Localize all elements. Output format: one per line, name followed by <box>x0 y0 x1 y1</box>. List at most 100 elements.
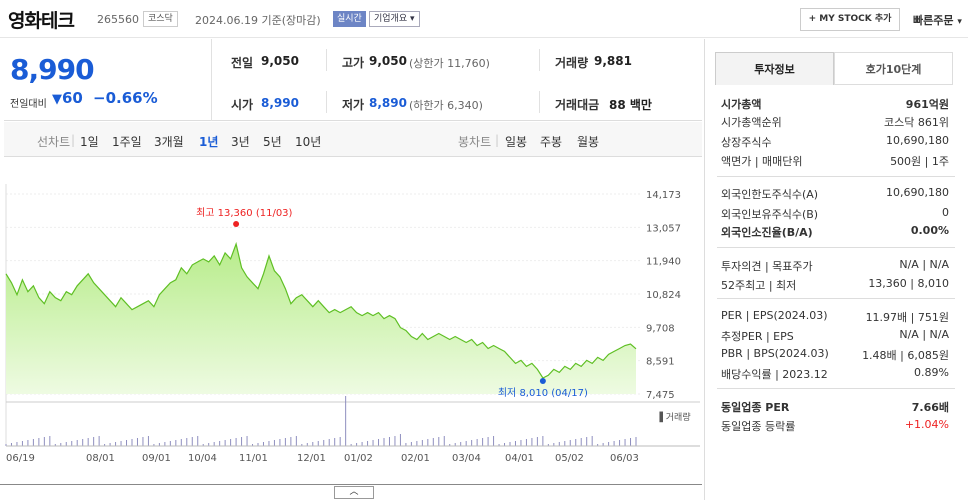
mystock-add-button[interactable]: + MY STOCK 추가 <box>800 8 900 31</box>
y-tick-label: 9,708 <box>646 323 675 334</box>
info-row: 시가총액 961억원 <box>721 94 949 112</box>
info-row: 상장주식수 10,690,180 <box>721 132 949 150</box>
tab-period[interactable]: 5년 <box>263 135 282 149</box>
tab-candle[interactable]: 일봉 <box>505 135 528 149</box>
divider <box>211 39 212 121</box>
x-tick-label: 06/19 <box>6 453 35 464</box>
quote-note: (하한가 6,340) <box>409 99 483 112</box>
info-label: PER | EPS(2024.03) <box>721 309 828 322</box>
tab-period[interactable]: 3년 <box>231 135 250 149</box>
realtime-badge[interactable]: 실시간 <box>333 11 366 27</box>
info-label: 동일업종 등락률 <box>721 420 796 433</box>
info-label: 시가총액순위 <box>721 116 782 129</box>
x-tick-label: 01/02 <box>344 453 373 464</box>
info-row: 시가총액순위 코스닥 861위 <box>721 112 949 130</box>
tab-period[interactable]: 3개월 <box>154 135 184 149</box>
quote-label: 거래대금 <box>555 98 600 112</box>
y-tick-label: 14,173 <box>646 190 681 201</box>
info-value: 0.00% <box>910 224 949 237</box>
high-marker <box>233 220 240 227</box>
info-value: +1.04% <box>904 418 949 431</box>
x-tick-label: 09/01 <box>142 453 171 464</box>
tab-candle[interactable]: 주봉 <box>540 135 563 149</box>
date-text: 2024.06.19 기준(장마감) <box>195 14 321 27</box>
quote-label: 저가 <box>342 98 365 112</box>
info-row: PER | EPS(2024.03) 11.97배 | 751원 <box>721 307 949 325</box>
price-chart[interactable]: 14,173 13,057 11,940 10,824 9,708 8,591 7,475 최… <box>0 158 702 484</box>
quote-label: 전일 <box>231 56 254 70</box>
x-tick-label: 08/01 <box>86 453 115 464</box>
info-row: 투자의견 | 목표주가 N/A | N/A <box>721 256 949 274</box>
tab-candle[interactable]: 월봉 <box>577 135 600 149</box>
divider <box>717 247 955 248</box>
info-value: 코스닥 861위 <box>884 116 949 129</box>
info-label: 추정PER | EPS <box>721 330 794 343</box>
info-value: 500원 | 1주 <box>890 155 949 168</box>
price-line <box>5 241 637 379</box>
info-row: 동일업종 PER 7.66배 <box>721 397 949 415</box>
x-tick-label: 04/01 <box>505 453 534 464</box>
current-price: 8,990 <box>10 53 95 86</box>
x-tick-label: 02/01 <box>401 453 430 464</box>
tab-orderbook[interactable]: 호가10단계 <box>834 52 953 85</box>
info-value: 0 <box>942 206 949 219</box>
tab-period[interactable]: 10년 <box>295 135 322 149</box>
divider <box>717 298 955 299</box>
info-value: 10,690,180 <box>886 134 949 147</box>
price-change: ▼60 <box>52 89 83 107</box>
x-tick-label: 11/01 <box>239 453 268 464</box>
chevron-down-icon: ▾ <box>410 14 415 24</box>
info-row: PBR | BPS(2024.03) 1.48배 | 6,085원 <box>721 345 949 363</box>
quote-value: 9,050 <box>369 54 407 68</box>
y-tick-label: 13,057 <box>646 223 681 234</box>
info-value: 11.97배 | 751원 <box>865 311 949 324</box>
info-label: 배당수익률 | 2023.12 <box>721 368 828 381</box>
y-tick-label: 10,824 <box>646 290 681 301</box>
y-tick-label: 8,591 <box>646 357 675 368</box>
tab-period[interactable]: 1주일 <box>112 135 142 149</box>
y-tick-label: 11,940 <box>646 257 681 268</box>
x-tick-label: 12/01 <box>297 453 326 464</box>
quote-value: 9,881 <box>594 54 632 68</box>
market-badge: 코스닥 <box>143 11 178 27</box>
info-value: 7.66배 <box>911 401 949 414</box>
header: 영화테크 265560 코스닥 2024.06.19 기준(장마감) 실시간 기… <box>0 0 968 38</box>
x-tick-label: 03/04 <box>452 453 481 464</box>
info-label: 외국인한도주식수(A) <box>721 188 819 201</box>
info-row: 외국인소진율(B/A) 0.00% <box>721 222 949 240</box>
x-tick-label: 05/02 <box>555 453 584 464</box>
price-summary: 8,990 전일대비 ▼60 −0.66% 전일 9,050 고가 9,050 … <box>4 39 702 121</box>
info-label: 상장주식수 <box>721 136 772 149</box>
info-row: 동일업종 등락률 +1.04% <box>721 416 949 434</box>
info-value: 10,690,180 <box>886 186 949 199</box>
tab-investment-info[interactable]: 투자정보 <box>715 52 834 85</box>
collapse-chart-button[interactable]: ︿ <box>334 486 374 499</box>
info-value: N/A | N/A <box>899 258 949 271</box>
quote-value: 8,890 <box>369 96 407 110</box>
tab-period[interactable]: 1일 <box>80 135 99 149</box>
quote-label: 고가 <box>342 56 365 70</box>
info-value: 961억원 <box>905 98 949 111</box>
info-label: 외국인보유주식수(B) <box>721 208 819 221</box>
quick-order-button[interactable]: 빠른주문 ▾ <box>913 12 962 28</box>
tab-separator: | <box>71 133 76 147</box>
divider <box>539 49 540 71</box>
divider <box>717 388 955 389</box>
company-overview-dropdown[interactable]: 기업개요 ▾ <box>369 11 420 27</box>
quote-label: 거래량 <box>555 56 589 70</box>
divider <box>717 176 955 177</box>
info-label: 시가총액 <box>721 98 762 111</box>
low-label: 최저 8,010 (04/17) <box>498 387 588 399</box>
info-row: 52주최고 | 최저 13,360 | 8,010 <box>721 275 949 293</box>
stock-code: 265560 <box>97 13 139 26</box>
stock-name: 영화테크 <box>8 10 75 32</box>
divider <box>326 91 327 113</box>
quote-label: 시가 <box>231 98 254 112</box>
quote-value: 88 백만 <box>609 98 652 112</box>
divider <box>326 49 327 71</box>
price-change-value: 60 <box>62 89 83 107</box>
volume-legend: ▐ 거래량 <box>656 411 691 423</box>
quote-note: (상한가 11,760) <box>409 57 490 70</box>
info-row: 외국인한도주식수(A) 10,690,180 <box>721 184 949 202</box>
tab-period-selected[interactable]: 1년 <box>199 135 219 149</box>
